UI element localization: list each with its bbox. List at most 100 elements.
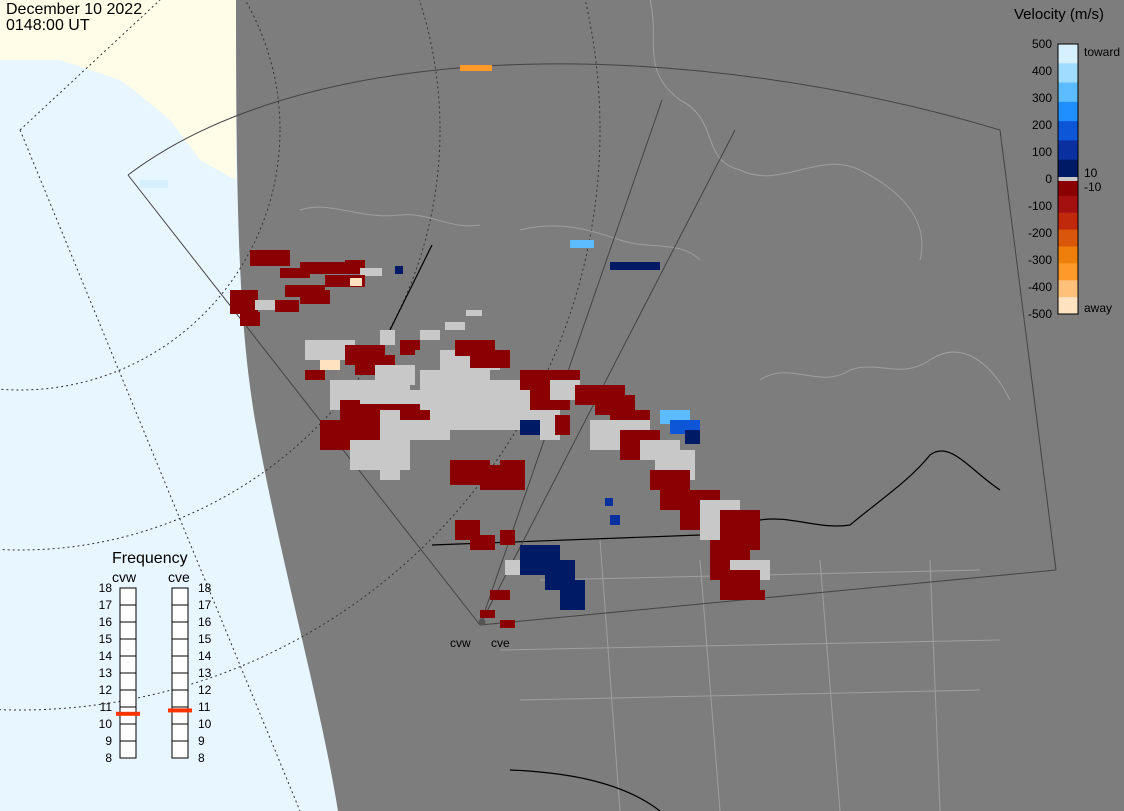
frequency-panel: Frequency cvw cve 18 18 17 17 16 16 15 15 14 14 13 13… xyxy=(88,546,228,776)
frequency-tick-label: 11 xyxy=(100,700,113,714)
radar-label-west: cvw xyxy=(450,636,471,650)
echo-cell xyxy=(445,322,465,330)
frequency-title: Frequency xyxy=(112,550,188,567)
colorbar-tick-label: 100 xyxy=(1032,145,1052,159)
echo-cell xyxy=(490,590,510,600)
toward-label: toward xyxy=(1084,45,1120,59)
political-borders xyxy=(389,244,1001,811)
frequency-cell xyxy=(119,689,137,708)
frequency-cell xyxy=(171,689,189,708)
frequency-tick-label: 18 xyxy=(198,581,212,595)
echo-cell xyxy=(140,180,168,188)
echo-cell xyxy=(360,390,420,404)
echo-cell xyxy=(460,340,490,352)
colorbar-segment xyxy=(1058,263,1078,281)
echo-cell xyxy=(555,415,570,435)
frequency-tick-label: 14 xyxy=(99,649,113,663)
colorbar-segment xyxy=(1058,82,1078,103)
velocity-scale-title: Velocity (m/s) xyxy=(1014,6,1105,23)
echo-cell xyxy=(320,360,340,370)
frequency-tick-label: 13 xyxy=(99,666,113,680)
echo-cell xyxy=(466,310,482,316)
frequency-cell xyxy=(171,655,189,674)
frequency-cell xyxy=(171,672,189,691)
frequency-tick-label: 13 xyxy=(198,666,212,680)
colorbar-segment xyxy=(1058,229,1078,247)
frequency-cell xyxy=(171,604,189,623)
colorbar-tick-label: -200 xyxy=(1028,226,1052,240)
echo-cell xyxy=(735,590,765,600)
echo-cell xyxy=(550,380,580,400)
echo-cell xyxy=(255,300,285,310)
frequency-tick-label: 18 xyxy=(99,581,113,595)
colorbar-segment xyxy=(1058,159,1078,180)
colorbar-tick-label: 200 xyxy=(1032,118,1052,132)
colorbar-tick-label: 0 xyxy=(1045,172,1052,186)
frequency-tick-label: 11 xyxy=(198,700,211,714)
colorbar-segment xyxy=(1058,101,1078,122)
velocity-colorbar-panel: Velocity (m/s) 500 400 300 200 100 0 -100 -200 -… xyxy=(1006,6,1120,326)
frequency-tick-label: 14 xyxy=(198,649,212,663)
frequency-marker xyxy=(116,711,140,716)
colorbar-tick-label: -500 xyxy=(1028,307,1052,321)
frequency-cell xyxy=(119,587,137,606)
echo-cell xyxy=(380,470,400,480)
frequency-tick-label: 12 xyxy=(99,683,113,697)
echo-cell xyxy=(300,290,330,304)
frequency-gauges: cvw cve 18 18 17 17 16 16 15 15 14 14 13 13 12 12 11 11 10… xyxy=(99,569,212,765)
echo-cell xyxy=(685,430,700,444)
echo-cell xyxy=(240,312,260,326)
echo-cell xyxy=(275,300,299,312)
frequency-cell xyxy=(171,740,189,759)
frequency-tick-label: 10 xyxy=(198,717,212,731)
colorbar-segment xyxy=(1058,297,1078,315)
echo-cell xyxy=(460,65,492,71)
frequency-cell xyxy=(171,723,189,742)
echo-cell xyxy=(520,420,540,435)
frequency-cell xyxy=(119,740,137,759)
frequency-cell xyxy=(171,621,189,640)
colorbar-segment xyxy=(1058,140,1078,161)
coastlines xyxy=(299,0,1011,811)
ice-region xyxy=(0,0,236,180)
echo-cell xyxy=(420,330,440,340)
echo-cell xyxy=(540,430,560,440)
colorbar-tick-label: 300 xyxy=(1032,91,1052,105)
frequency-cell xyxy=(119,655,137,674)
radar-fov-outline xyxy=(127,63,1057,626)
radar-site-marker xyxy=(478,618,486,626)
colorbar-tick-label: 400 xyxy=(1032,64,1052,78)
echo-cell xyxy=(500,530,515,545)
frequency-column-label: cve xyxy=(168,569,190,585)
colorbar-segment xyxy=(1058,195,1078,214)
echo-cell xyxy=(305,340,355,360)
frequency-tick-label: 8 xyxy=(105,751,112,765)
echo-cell xyxy=(500,460,525,490)
colorbar-frame xyxy=(1057,43,1079,315)
echo-cell xyxy=(395,266,403,274)
echo-cell xyxy=(360,268,382,276)
away-label: away xyxy=(1084,301,1112,315)
frequency-tick-label: 17 xyxy=(99,598,113,612)
echo-cell xyxy=(480,610,495,618)
frequency-tick-label: 9 xyxy=(198,734,205,748)
frequency-cell xyxy=(171,638,189,657)
frequency-tick-label: 15 xyxy=(198,632,212,646)
frequency-cell xyxy=(119,672,137,691)
frequency-tick-label: 9 xyxy=(105,734,112,748)
echo-cell xyxy=(605,498,613,506)
echo-cell xyxy=(500,620,515,628)
echo-cell xyxy=(470,535,495,550)
colorbar-segment xyxy=(1058,246,1078,264)
frequency-cell xyxy=(119,604,137,623)
frequency-tick-label: 17 xyxy=(198,598,212,612)
echo-cell xyxy=(610,262,660,270)
echo-cell xyxy=(280,268,310,278)
date-label: December 10 2022 xyxy=(6,1,143,18)
colorbar-zero-band xyxy=(1058,177,1078,181)
echo-cell xyxy=(505,560,520,575)
frequency-column-label: cvw xyxy=(112,569,137,585)
frequency-cell xyxy=(119,621,137,640)
velocity-colorbar: 500 400 300 200 100 0 -100 -200 -300 -400 -500 towa… xyxy=(1028,37,1120,321)
colorbar-segment xyxy=(1058,179,1078,197)
